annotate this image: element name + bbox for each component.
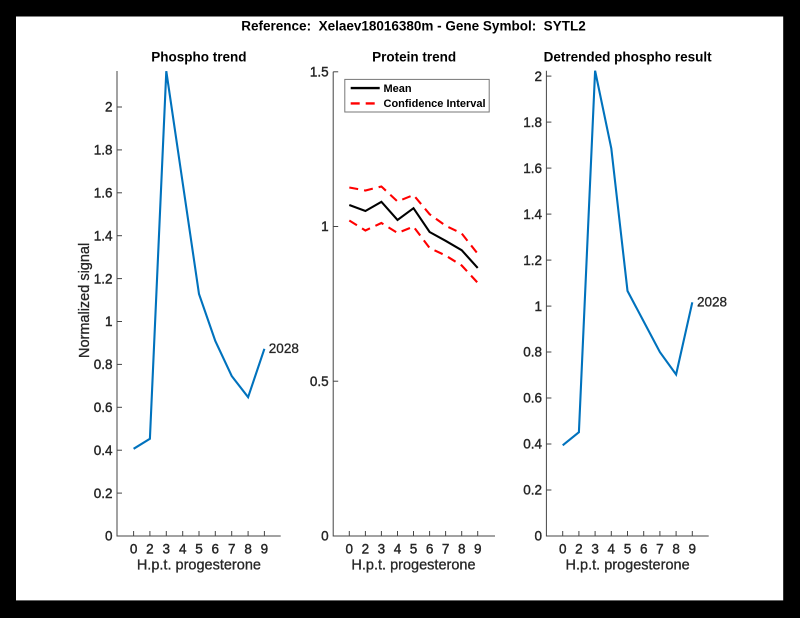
svg-text:1: 1 (534, 299, 542, 314)
svg-text:0: 0 (130, 542, 138, 557)
svg-text:2028: 2028 (697, 294, 727, 309)
svg-text:0: 0 (105, 529, 113, 544)
svg-text:9: 9 (689, 542, 697, 557)
svg-text:0.8: 0.8 (523, 345, 542, 360)
svg-text:7: 7 (656, 542, 664, 557)
svg-text:2: 2 (575, 542, 583, 557)
svg-text:2: 2 (362, 542, 370, 557)
svg-text:Phospho trend: Phospho trend (151, 50, 246, 65)
svg-text:7: 7 (442, 542, 450, 557)
svg-text:3: 3 (378, 542, 386, 557)
svg-text:9: 9 (474, 542, 482, 557)
svg-text:8: 8 (458, 542, 466, 557)
svg-text:H.p.t. progesterone: H.p.t. progesterone (566, 558, 690, 574)
svg-text:0.6: 0.6 (523, 391, 542, 406)
svg-text:0: 0 (346, 542, 354, 557)
svg-text:0: 0 (321, 529, 329, 544)
svg-text:1: 1 (321, 219, 329, 234)
svg-text:5: 5 (410, 542, 418, 557)
svg-text:Mean: Mean (384, 83, 412, 95)
svg-text:2: 2 (105, 100, 113, 115)
svg-text:2: 2 (534, 69, 542, 84)
svg-text:6: 6 (640, 542, 648, 557)
svg-text:H.p.t. progesterone: H.p.t. progesterone (137, 558, 261, 574)
svg-text:8: 8 (672, 542, 680, 557)
svg-text:1.8: 1.8 (523, 115, 542, 130)
svg-text:0.2: 0.2 (94, 486, 113, 501)
svg-text:4: 4 (179, 542, 187, 557)
svg-text:1.5: 1.5 (310, 65, 329, 80)
svg-text:2: 2 (146, 542, 154, 557)
svg-text:6: 6 (426, 542, 434, 557)
svg-text:Detrended phospho result: Detrended phospho result (544, 50, 713, 65)
svg-text:6: 6 (212, 542, 220, 557)
svg-text:0.5: 0.5 (310, 374, 329, 389)
svg-text:1.2: 1.2 (523, 253, 542, 268)
svg-text:0.6: 0.6 (94, 400, 113, 415)
svg-text:8: 8 (244, 542, 252, 557)
svg-text:0: 0 (559, 542, 567, 557)
svg-text:1.6: 1.6 (94, 186, 113, 201)
svg-text:1: 1 (105, 314, 113, 329)
svg-text:1.6: 1.6 (523, 161, 542, 176)
svg-text:0.8: 0.8 (94, 357, 113, 372)
svg-text:5: 5 (624, 542, 632, 557)
svg-text:1.4: 1.4 (94, 228, 113, 243)
svg-text:0.4: 0.4 (94, 443, 113, 458)
svg-text:0.2: 0.2 (523, 483, 542, 498)
svg-text:1.4: 1.4 (523, 207, 542, 222)
svg-text:Confidence Interval: Confidence Interval (384, 98, 486, 110)
svg-text:1.8: 1.8 (94, 143, 113, 158)
svg-text:5: 5 (195, 542, 203, 557)
svg-text:1.2: 1.2 (94, 271, 113, 286)
svg-text:9: 9 (261, 542, 269, 557)
svg-text:7: 7 (228, 542, 236, 557)
svg-text:Reference: Xelaev18016380m -: Reference: Xelaev18016380m - Gene Symbol… (241, 19, 585, 34)
svg-text:3: 3 (591, 542, 599, 557)
svg-text:H.p.t. progesterone: H.p.t. progesterone (351, 558, 475, 574)
svg-text:2028: 2028 (269, 341, 299, 356)
svg-text:3: 3 (163, 542, 171, 557)
svg-text:0: 0 (534, 529, 542, 544)
svg-text:4: 4 (608, 542, 616, 557)
svg-text:Normalized signal: Normalized signal (77, 243, 93, 358)
svg-text:Protein trend: Protein trend (372, 50, 456, 65)
svg-text:0.4: 0.4 (523, 437, 542, 452)
svg-text:4: 4 (394, 542, 402, 557)
